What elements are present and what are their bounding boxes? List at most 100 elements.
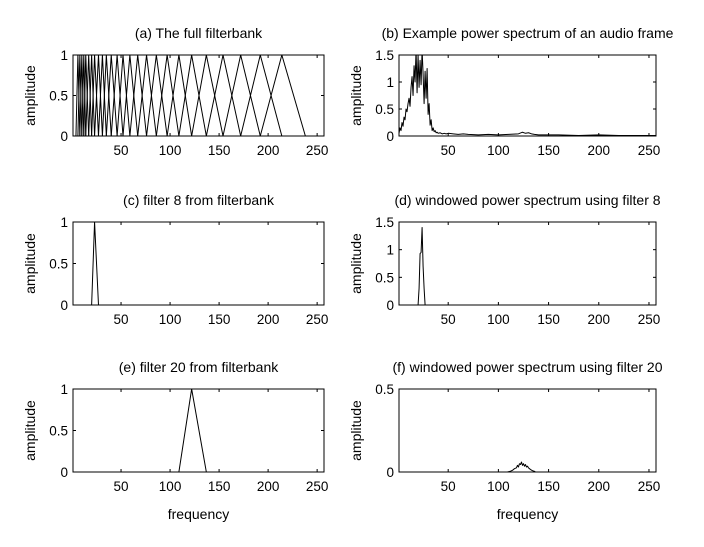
y-axis-label: amplitude: [348, 400, 364, 461]
x-axis-label: frequency: [497, 506, 558, 522]
x-tick-label: 150: [537, 479, 560, 494]
x-tick-label: 250: [638, 143, 661, 158]
filter-16: [129, 55, 148, 136]
y-axis-label: amplitude: [348, 65, 364, 126]
filter-20: [166, 55, 193, 136]
y-tick-label: 0: [386, 129, 394, 144]
filter-26: [259, 55, 306, 136]
y-tick-label: 0.5: [49, 424, 68, 439]
y-tick-label: 1: [60, 215, 68, 230]
x-axis-label: frequency: [168, 506, 229, 522]
y-tick-label: 0.5: [375, 382, 394, 397]
plot-frame: [398, 221, 657, 306]
subplot-title: (a) The full filterbank: [135, 25, 263, 41]
filter-14: [116, 55, 131, 136]
filter-17: [137, 55, 157, 136]
plot-frame: [398, 54, 657, 137]
x-tick-label: 200: [588, 312, 611, 327]
x-tick-label: 250: [306, 143, 329, 158]
x-tick-label: 200: [257, 143, 280, 158]
y-tick-label: 0.5: [375, 102, 394, 117]
plot-frame: [72, 221, 325, 306]
y-tick-label: 1: [60, 48, 68, 63]
x-tick-label: 150: [537, 312, 560, 327]
x-tick-label: 50: [441, 479, 456, 494]
y-axis-label: amplitude: [22, 233, 38, 294]
filter-2: [77, 55, 83, 136]
subplot-1: (b) Example power spectrum of an audio f…: [348, 25, 674, 158]
subplot-title: (e) filter 20 from filterbank: [119, 359, 279, 375]
filter-23: [205, 55, 242, 136]
filter-10: [97, 55, 107, 136]
series-line-0: [399, 461, 656, 472]
y-tick-label: 1: [386, 75, 394, 90]
subplot-0: (a) The full filterbank 50 100 150 200 250 0 0.…: [22, 25, 328, 158]
filter-6: [85, 55, 93, 136]
filter-22: [191, 55, 224, 136]
x-tick-label: 150: [208, 143, 231, 158]
y-tick-label: 0.5: [49, 89, 68, 104]
x-tick-label: 150: [208, 479, 231, 494]
y-tick-label: 1.5: [375, 215, 394, 230]
subplot-title: (b) Example power spectrum of an audio f…: [382, 25, 674, 41]
x-tick-label: 200: [588, 143, 611, 158]
subplot-4: (e) filter 20 from filterbank 50 100 150 200…: [22, 359, 328, 522]
x-tick-label: 100: [159, 312, 182, 327]
y-tick-label: 0: [60, 129, 68, 144]
x-tick-label: 150: [537, 143, 560, 158]
x-tick-label: 100: [487, 312, 510, 327]
filter-15: [122, 55, 139, 136]
plot-frame: [398, 388, 657, 473]
x-tick-label: 250: [638, 312, 661, 327]
filter-11: [101, 55, 112, 136]
y-tick-label: 0.5: [49, 257, 68, 272]
y-tick-label: 0: [60, 298, 68, 313]
filter-12: [105, 55, 118, 136]
x-tick-label: 100: [159, 143, 182, 158]
y-tick-label: 0: [386, 298, 394, 313]
filter-7: [88, 55, 96, 136]
plot-area: [399, 227, 656, 305]
series-line-0: [399, 227, 656, 305]
y-axis-label: amplitude: [22, 400, 38, 461]
y-axis-label: amplitude: [348, 233, 364, 294]
x-tick-label: 50: [114, 312, 129, 327]
x-tick-label: 250: [638, 479, 661, 494]
x-tick-label: 50: [441, 312, 456, 327]
x-tick-label: 50: [441, 143, 456, 158]
x-tick-label: 100: [487, 143, 510, 158]
x-tick-label: 150: [208, 312, 231, 327]
subplot-title: (f) windowed power spectrum using filter…: [392, 359, 662, 375]
plot-area: [399, 55, 656, 136]
series-line-0: [399, 55, 656, 136]
subplot-title: (d) windowed power spectrum using filter…: [394, 192, 660, 208]
x-tick-label: 50: [114, 143, 129, 158]
x-tick-label: 50: [114, 479, 129, 494]
filter-13: [110, 55, 124, 136]
subplot-5: (f) windowed power spectrum using filter…: [348, 359, 663, 522]
filter-19: [155, 55, 180, 136]
filter-8: [91, 55, 99, 136]
y-tick-label: 1.5: [375, 48, 394, 63]
x-tick-label: 250: [306, 312, 329, 327]
y-tick-label: 0: [386, 465, 394, 480]
y-tick-label: 0.5: [375, 270, 394, 285]
x-tick-label: 100: [487, 479, 510, 494]
filter-1: [75, 55, 81, 136]
filter-18: [146, 55, 168, 136]
subplot-2: (c) filter 8 from filterbank 50 100 150 200 2…: [22, 192, 328, 327]
plot-area: [399, 461, 656, 472]
filter-21: [178, 55, 207, 136]
subplot-title: (c) filter 8 from filterbank: [123, 192, 275, 208]
filter-24: [222, 55, 261, 136]
x-tick-label: 200: [588, 479, 611, 494]
filter-3: [79, 55, 85, 136]
filter-9: [94, 55, 103, 136]
y-tick-label: 0: [60, 465, 68, 480]
filter-25: [240, 55, 283, 136]
x-tick-label: 250: [306, 479, 329, 494]
y-tick-label: 1: [386, 243, 394, 258]
plot-area: [75, 55, 306, 136]
x-tick-label: 100: [159, 479, 182, 494]
